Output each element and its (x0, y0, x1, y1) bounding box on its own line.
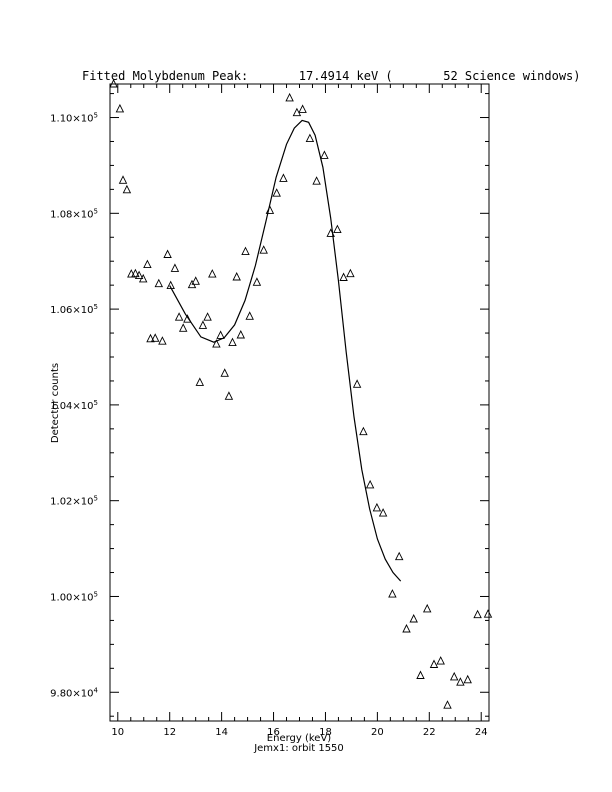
data-point-triangle (320, 150, 329, 159)
data-point-triangle (163, 249, 172, 258)
data-point-triangle (339, 272, 348, 281)
data-point-triangle (365, 479, 375, 489)
data-point-triangle (158, 336, 167, 345)
x-tick-label: 22 (423, 727, 436, 738)
data-point-triangle (195, 377, 205, 386)
data-point-triangle (122, 184, 132, 194)
y-tick-label: 9.80×104 (50, 686, 98, 699)
x-tick-label: 12 (163, 727, 176, 738)
y-axis-label: Detector counts (50, 363, 61, 443)
data-point-triangle (241, 246, 250, 256)
data-point-triangle (154, 278, 164, 288)
data-point-triangle (352, 379, 362, 388)
x-tick-label: 20 (371, 727, 384, 738)
data-point-triangle (402, 623, 411, 633)
data-point-triangle (134, 270, 144, 280)
data-point-triangle (372, 502, 382, 512)
data-point-triangle (212, 339, 221, 348)
data-point-triangle (483, 609, 493, 618)
data-point-triangle (312, 176, 321, 185)
data-point-triangle (232, 271, 241, 281)
data-point-triangle (422, 603, 432, 613)
data-point-triangle (146, 333, 155, 343)
data-point-triangle (333, 224, 342, 234)
data-point-triangle (449, 671, 459, 681)
data-point-triangle (292, 107, 302, 117)
chart-title: Fitted Molybdenum Peak: 17.4914 keV ( 52… (82, 69, 581, 83)
y-tick-label: 1.04×105 (50, 399, 98, 412)
y-tick-label: 1.00×105 (50, 590, 98, 603)
data-point-triangle (456, 677, 465, 686)
data-point-triangle (359, 426, 368, 436)
data-point-triangle (346, 268, 355, 278)
data-point-triangle (143, 259, 152, 269)
data-point-triangle (228, 337, 237, 347)
data-point-triangle (191, 276, 200, 285)
data-point-triangle (409, 613, 418, 623)
data-point-triangle (272, 188, 281, 197)
plot-frame (109, 83, 490, 722)
data-point-triangle (174, 312, 184, 321)
data-point-triangle (118, 175, 128, 184)
data-point-triangle (198, 320, 208, 329)
y-tick-label: 1.06×105 (50, 303, 98, 316)
x-tick-label: 16 (267, 727, 280, 738)
data-point-triangle (298, 104, 307, 113)
data-point-triangle (259, 245, 268, 254)
data-point-triangle (236, 329, 246, 339)
x-tick-label: 10 (111, 727, 124, 738)
data-point-triangle (131, 268, 140, 278)
fit-curve-line (169, 119, 402, 582)
data-point-triangle (166, 280, 175, 290)
data-point-triangle (429, 659, 439, 668)
data-point-triangle (252, 277, 262, 286)
y-axis: 9.80×104 1.00×105 1.02×105 1.04×105 1.06×105… (50, 93, 489, 717)
data-point-triangle (150, 333, 160, 342)
data-point-triangle (285, 92, 294, 102)
x-tick-label: 24 (475, 727, 488, 738)
data-point-triangle (473, 609, 482, 619)
data-point-triangle (463, 674, 472, 684)
data-point-triangle (326, 228, 335, 237)
data-point-triangle (443, 700, 452, 709)
data-point-triangle (436, 656, 445, 665)
data-point-triangle (115, 103, 125, 113)
x-axis-label: Energy (keV) (267, 733, 332, 744)
data-point-triangle (138, 273, 148, 283)
data-point-triangle (220, 368, 229, 377)
data-point-triangle (183, 314, 192, 323)
data-point-triangle (109, 78, 118, 88)
y-tick-label: 1.08×105 (50, 207, 98, 220)
data-point-triangle (265, 205, 275, 214)
data-point-triangle (170, 263, 180, 272)
data-point-triangle (388, 589, 397, 598)
data-point-triangle (178, 323, 188, 332)
x-tick-label: 14 (215, 727, 228, 738)
data-point-triangle (203, 312, 212, 321)
data-point-triangle (305, 133, 315, 143)
data-point-triangle (224, 391, 234, 400)
data-point-triangle (416, 670, 425, 679)
data-point-triangle (394, 551, 404, 561)
chart-subtitle: Jemx1: orbit 1550 (253, 743, 344, 754)
data-point-triangle (208, 269, 217, 278)
data-point-triangle (279, 173, 288, 182)
data-point-triangle (378, 508, 388, 517)
data-point-triangle (245, 311, 254, 320)
data-point-triangle (216, 330, 225, 339)
fit-curve-layer (169, 119, 402, 582)
data-points-layer (109, 78, 493, 709)
y-tick-label: 1.02×105 (50, 495, 98, 508)
x-axis: 10 12 14 16 18 20 22 24 (111, 84, 488, 738)
x-tick-label: 18 (319, 727, 332, 738)
y-tick-label: 1.10×105 (50, 112, 98, 125)
